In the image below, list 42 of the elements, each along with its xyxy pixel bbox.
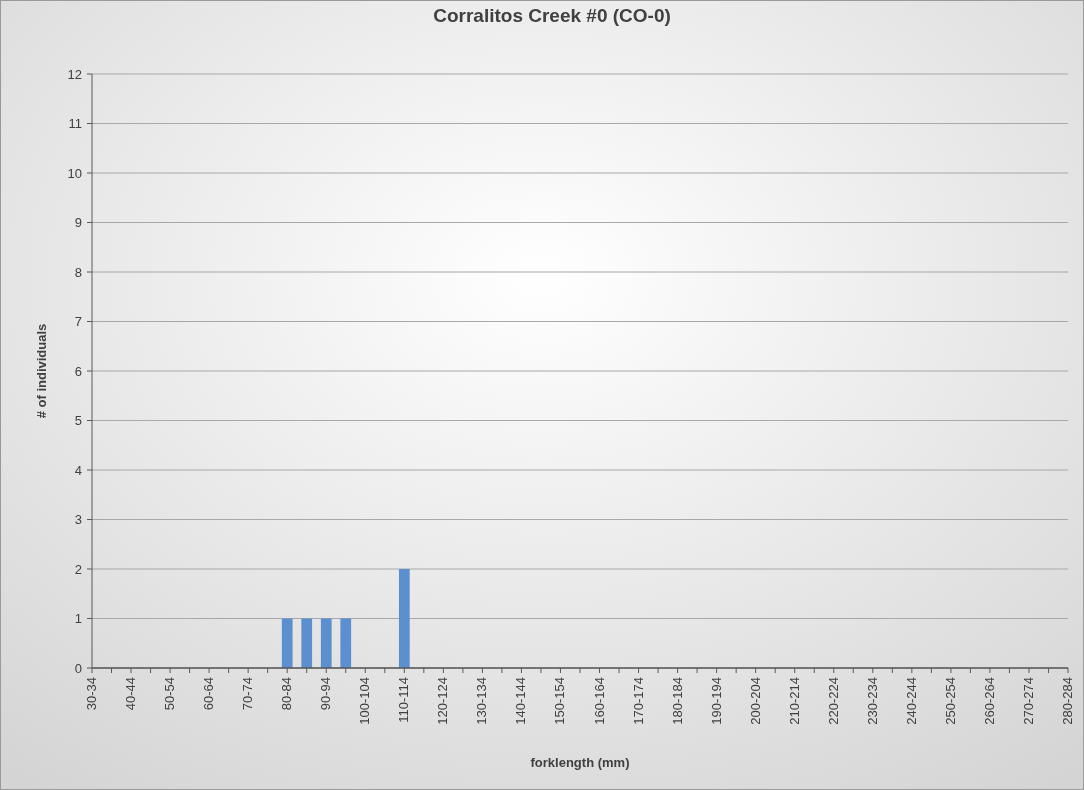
y-tick-label: 9	[74, 215, 82, 231]
x-tick-label: 220-224	[825, 677, 841, 725]
x-tick-label: 170-174	[630, 677, 646, 725]
x-tick-label: 110-114	[396, 677, 412, 723]
y-tick-label: 3	[74, 512, 82, 528]
x-tick-label: 120-124	[435, 677, 451, 725]
x-tick-label: 160-164	[591, 677, 607, 725]
x-tick-label: 240-244	[903, 677, 919, 725]
x-tick-label: 60-64	[201, 677, 217, 711]
y-tick-label: 2	[74, 561, 82, 577]
y-tick-label: 7	[74, 314, 82, 330]
x-tick-label: 180-184	[669, 677, 685, 725]
x-tick-label: 40-44	[123, 677, 139, 711]
x-tick-label: 70-74	[240, 677, 256, 711]
y-tick-label: 6	[74, 363, 82, 379]
x-tick-label: 210-214	[786, 677, 802, 725]
x-tick-label: 100-104	[357, 677, 373, 725]
y-tick-label: 12	[67, 66, 82, 82]
x-tick-label: 230-234	[864, 677, 880, 725]
x-tick-label: 200-204	[747, 677, 763, 725]
x-tick-label: 150-154	[552, 677, 568, 725]
x-tick-label: 140-144	[513, 677, 529, 725]
x-tick-label: 250-254	[942, 677, 958, 725]
y-tick-label: 11	[68, 116, 82, 132]
x-tick-label: 270-274	[1020, 677, 1036, 725]
y-tick-label: 0	[74, 660, 82, 676]
x-tick-label: 280-284	[1060, 677, 1075, 725]
x-tick-label: 260-264	[981, 677, 997, 725]
y-tick-label: 10	[67, 165, 82, 181]
y-tick-label: 4	[74, 462, 82, 478]
x-tick-label: 190-194	[708, 677, 724, 725]
y-tick-label: 5	[74, 413, 82, 429]
y-axis-title: # of individuals	[34, 323, 49, 419]
x-tick-label: 90-94	[318, 677, 334, 711]
x-tick-label: 80-84	[279, 677, 295, 711]
y-tick-label: 1	[74, 611, 82, 627]
chart-title: Corralitos Creek #0 (CO-0)	[433, 5, 671, 26]
y-tick-label: 8	[74, 264, 82, 280]
x-axis-title: forklength (mm)	[530, 755, 630, 770]
x-tick-label: 130-134	[474, 677, 490, 725]
x-tick-label: 50-54	[162, 677, 178, 711]
x-tick-label: 30-34	[84, 677, 99, 711]
